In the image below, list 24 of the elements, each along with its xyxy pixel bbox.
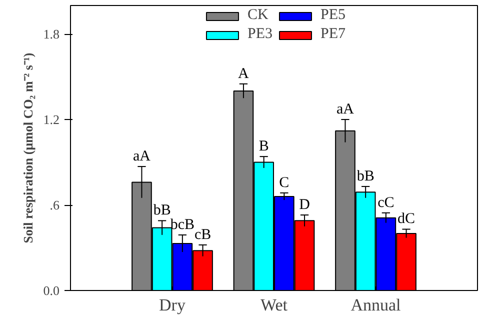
y-tick-label: 0.0 <box>43 283 60 298</box>
y-tick-label: 1.2 <box>43 112 60 127</box>
data-label: B <box>258 138 269 155</box>
data-label: aA <box>132 148 151 165</box>
data-label: bB <box>153 202 171 219</box>
legend-label: PE5 <box>320 7 346 24</box>
data-label: bcB <box>170 216 195 233</box>
data-label: aA <box>336 102 354 118</box>
x-tick-label: Annual <box>350 296 402 314</box>
data-label: cB <box>194 226 212 243</box>
legend-label: PE3 <box>247 26 272 43</box>
data-label: A <box>238 66 250 82</box>
x-tick-label: Wet <box>260 296 288 314</box>
y-axis-title: Soil respiration (μmol CO₂ m⁻² s⁻¹) <box>20 52 36 244</box>
y-tick-label: .6 <box>50 198 60 212</box>
data-label: bB <box>356 168 374 184</box>
data-label: D <box>299 196 310 213</box>
x-tick-label: Dry <box>159 296 186 314</box>
legend-label: PE7 <box>320 26 346 43</box>
data-label: C <box>279 174 290 191</box>
data-label: dC <box>398 211 416 228</box>
y-tick-label: 1.8 <box>43 26 60 42</box>
legend-label: CK <box>247 7 268 24</box>
data-label: cC <box>378 194 394 211</box>
